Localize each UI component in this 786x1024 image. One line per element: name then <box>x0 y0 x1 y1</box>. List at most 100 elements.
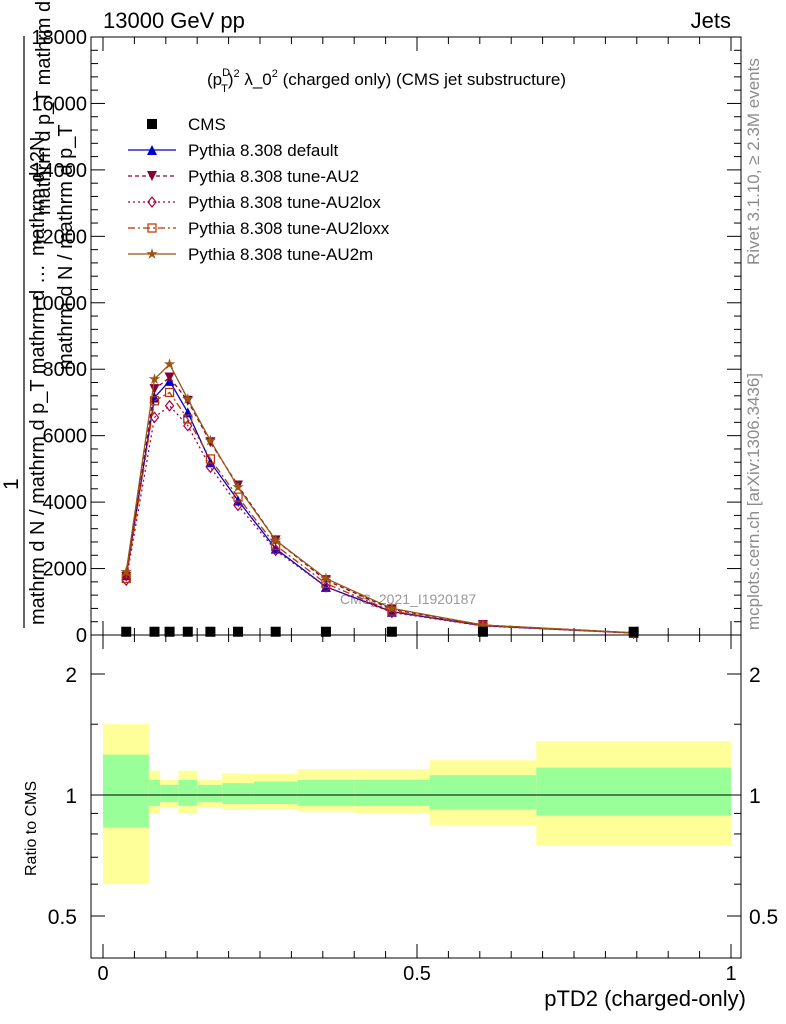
y-tick-label: 2000 <box>43 559 88 581</box>
series-point <box>183 414 193 424</box>
series-point <box>183 419 193 432</box>
series-point <box>270 544 281 557</box>
legend-marker <box>147 171 157 181</box>
cms-data-point <box>386 626 397 637</box>
series-point <box>182 393 194 404</box>
ratio-green-band <box>297 779 355 806</box>
ratio-x-ticks: 0 0.5 1 <box>97 635 737 985</box>
series-point <box>233 492 243 502</box>
series-point <box>148 373 161 384</box>
ratio-y-tick-label: 1 <box>65 785 77 808</box>
legend-label: CMS <box>188 115 226 134</box>
title-sup1: D <box>222 67 230 79</box>
legend-marker <box>146 248 158 259</box>
ratio-green-band <box>160 784 179 803</box>
ratio-green-band <box>354 779 430 806</box>
ylabel-line-3: mathrm d N / mathrm d p_T <box>55 124 77 370</box>
x-tick-label: 1 <box>725 963 736 985</box>
y-tick-label: 10000 <box>31 293 87 315</box>
cms-data-point <box>121 626 132 637</box>
energy-label: 13000 GeV pp <box>103 8 245 33</box>
title-rest: λ_0 <box>240 70 272 89</box>
legend-marker <box>147 119 157 129</box>
ratio-green-band <box>148 779 161 806</box>
cms-data-point <box>320 626 331 637</box>
cms-data-point <box>182 626 193 637</box>
ratio-frame <box>90 634 742 959</box>
series-point <box>120 565 132 577</box>
mcplots-label: mcplots.cern.ch [arXiv:1306.3436] <box>744 373 763 630</box>
cms-data-point <box>205 626 216 637</box>
plot-title: (pD T)2 λ_02 (charged only) (CMS jet subs… <box>207 67 566 95</box>
legend-label: Pythia 8.308 tune-AU2loxx <box>188 219 390 238</box>
x-tick-label: 0 <box>97 963 108 985</box>
series-point <box>270 534 282 546</box>
rivet-label: Rivet 3.1.10, ≥ 2.3M events <box>744 58 763 265</box>
main-y-axis-label: 1 mathrm d^2N mathrm d N / mathrm d p_T … <box>0 0 77 628</box>
ratio-green-band <box>178 779 198 806</box>
series-point <box>205 454 215 464</box>
analysis-watermark: CMS_2021_I1920187 <box>340 591 476 607</box>
y-tick-label: 0 <box>76 625 87 647</box>
legend-marker <box>147 196 157 208</box>
legend-label: Pythia 8.308 default <box>188 141 339 160</box>
ratio-green-band <box>103 754 149 828</box>
x-axis-label: pTD2 (charged-only) <box>544 986 746 1011</box>
ratio-y-tick-label: 0.5 <box>48 906 77 929</box>
legend-entry: Pythia 8.308 tune-AU2lox <box>128 193 381 212</box>
ratio-y-tick-label-right: 2 <box>749 664 761 687</box>
series-point <box>270 543 281 554</box>
legend-marker <box>147 145 157 155</box>
series-line <box>125 391 634 634</box>
ratio-y-tick-label-right: 0.5 <box>749 906 778 929</box>
process-label: Jets <box>691 8 731 33</box>
ratio-green-band <box>429 775 537 810</box>
y-tick-label: 16000 <box>31 93 87 115</box>
series-point <box>386 602 398 614</box>
ylabel-line-2: mathrm d p_T mathrm d lambda <box>33 0 55 215</box>
series-point <box>204 434 217 446</box>
series-point <box>121 574 132 587</box>
title-sup2: 2 <box>233 68 239 80</box>
series-point <box>164 399 175 412</box>
title-tail: (charged only) (CMS jet substructure) <box>278 70 566 89</box>
ratio-y-ticks: 0.5 0.5 1 1 2 2 <box>48 664 778 929</box>
main-y-ticks: 0 2000 4000 6000 8000 10000 12000 14000 16000 180… <box>31 27 741 647</box>
ylabel-line-1: mathrm d^2N <box>27 137 49 256</box>
ylabel-denominator: mathrm d N / mathrm d p_T mathrm d … <box>27 264 49 625</box>
ratio-y-axis-label: Ratio to CMS <box>23 781 40 876</box>
series-point <box>164 372 175 383</box>
ratio-green-band <box>197 784 223 803</box>
ratio-green-band <box>222 783 254 804</box>
cms-data-point <box>270 626 281 637</box>
series-point <box>233 499 243 512</box>
legend-entry: Pythia 8.308 default <box>128 141 339 160</box>
y-tick-label: 4000 <box>43 492 88 514</box>
series-point <box>321 580 331 593</box>
legend-entry: CMS <box>147 115 226 134</box>
cms-data-point <box>477 626 488 637</box>
cms-data-point <box>628 626 639 637</box>
title-mid: ) <box>228 70 234 89</box>
ratio-green-band <box>253 781 298 804</box>
title-sub1: T <box>221 83 228 95</box>
y-tick-label: 14000 <box>31 160 87 182</box>
series-point <box>320 572 332 584</box>
cms-data-point <box>233 626 244 637</box>
ylabel-numerator: 1 <box>0 478 23 490</box>
y-tick-label: 6000 <box>43 426 88 448</box>
series-point <box>477 619 489 630</box>
legend-label: Pythia 8.308 tune-AU2m <box>188 245 373 264</box>
legend-marker <box>147 223 157 233</box>
series-point <box>163 358 176 370</box>
series-line <box>125 404 634 634</box>
ratio-plot-panel: 0.5 0.51 12 2 0 0.5 1 Ratio to CMS pTD2 (char… <box>23 634 778 1011</box>
series-point <box>149 411 160 424</box>
legend-entry: Pythia 8.308 tune-AU2loxx <box>128 219 390 238</box>
ratio-uncertainty-bands <box>103 724 731 885</box>
legend: CMS Pythia 8.308 default Pythia 8.308 tune… <box>128 115 390 264</box>
title-prefix: (p <box>207 70 222 89</box>
x-tick-label: 0.5 <box>403 963 431 985</box>
y-tick-label: 8000 <box>43 359 88 381</box>
